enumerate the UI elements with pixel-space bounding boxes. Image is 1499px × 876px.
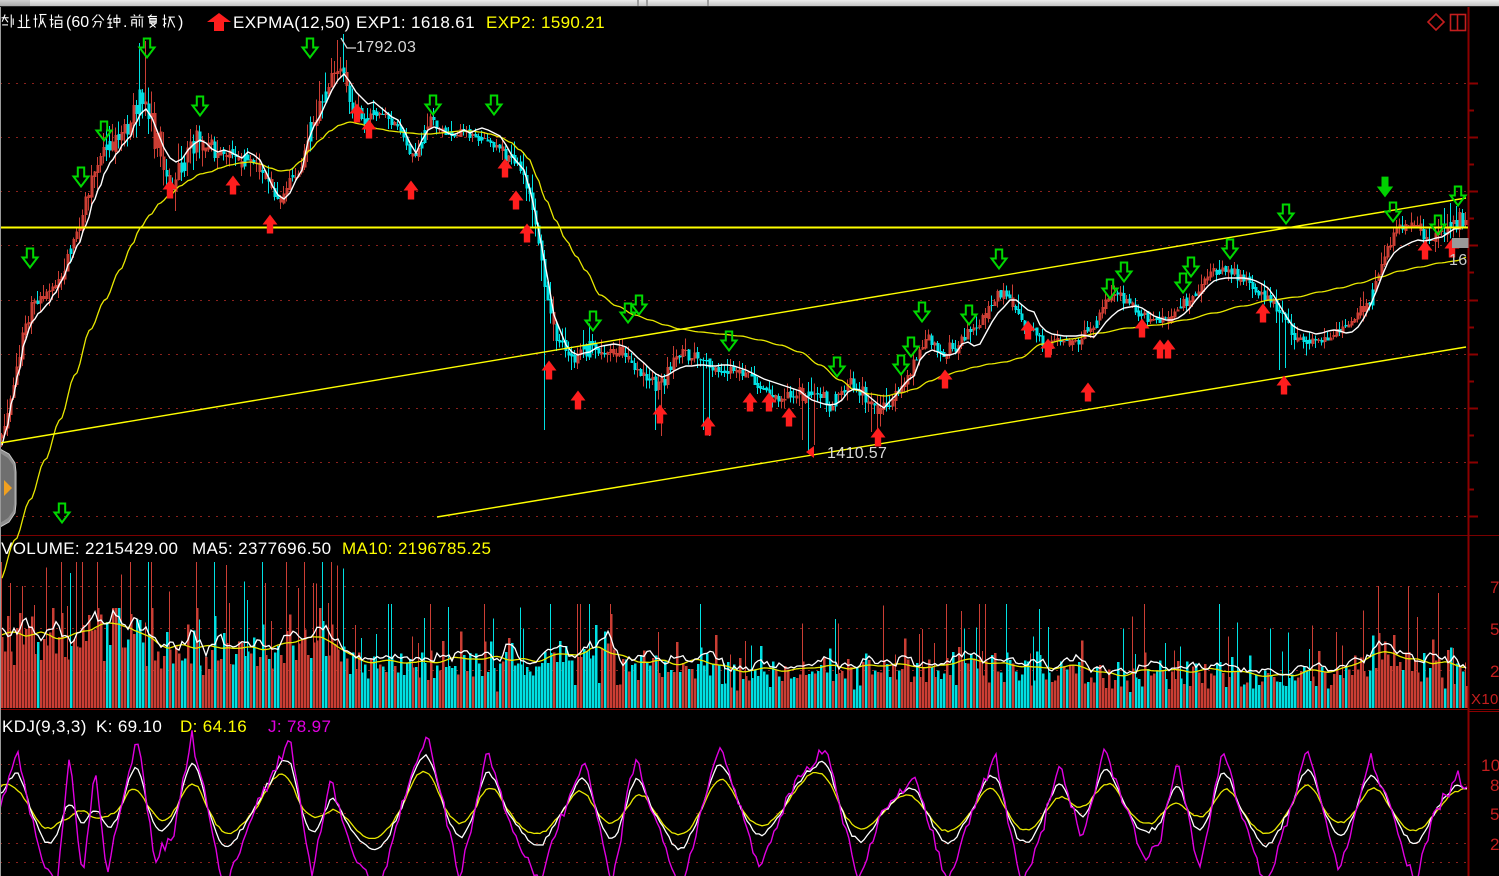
svg-text:.: . bbox=[123, 14, 127, 31]
svg-text:): ) bbox=[178, 14, 183, 31]
svg-text:(60: (60 bbox=[66, 14, 89, 31]
